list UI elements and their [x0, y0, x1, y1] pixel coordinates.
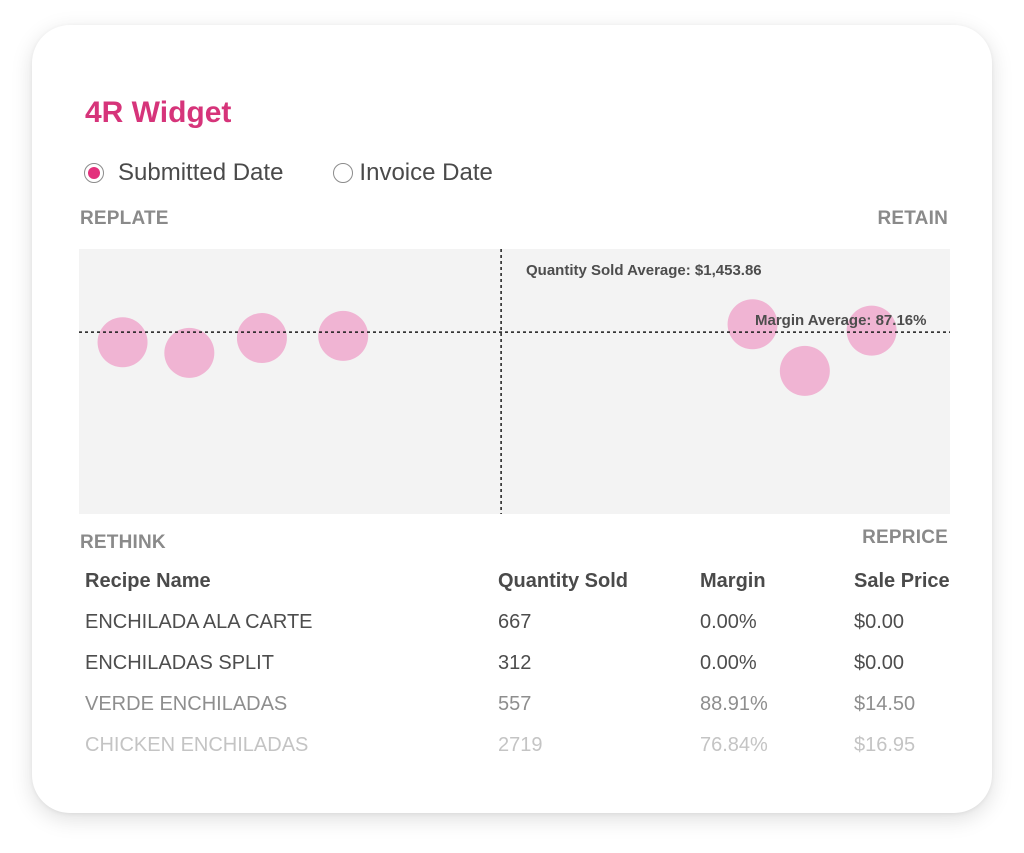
quantity-sold-cell: 312 [498, 652, 532, 674]
sale-price-cell: $16.95 [854, 734, 916, 756]
quantity-sold-cell: 2719 [498, 734, 543, 756]
quantity-sold-cell: 557 [498, 693, 532, 715]
recipe-name-cell: CHICKEN ENCHILADAS [85, 734, 309, 756]
recipes-table: Recipe Name Quantity Sold Margin Sale Pr… [79, 560, 960, 766]
widget-card: 4R Widget Submitted Date Invoice Date RE… [32, 25, 992, 813]
quantity-average-label: Quantity Sold Average: $1,453.86 [526, 262, 762, 279]
quadrant-replate-label: REPLATE [80, 208, 169, 229]
scatter-point-6[interactable] [779, 345, 830, 396]
scatter-point-7[interactable] [846, 305, 897, 356]
recipe-name-cell: VERDE ENCHILADAS [85, 693, 288, 715]
recipe-name-cell: ENCHILADAS SPLIT [85, 652, 274, 674]
quadrant-reprice-label: REPRICE [862, 527, 948, 548]
scatter-point-5[interactable] [727, 299, 778, 350]
scatter-point-3[interactable] [236, 313, 287, 364]
sale-price-cell: $0.00 [854, 652, 905, 674]
scatter-plot [79, 249, 950, 514]
table-row[interactable]: ENCHILADAS SPLIT 312 0.00% $0.00 [79, 643, 960, 684]
widget-title: 4R Widget [85, 96, 232, 129]
quadrant-rethink-label: RETHINK [80, 532, 166, 553]
radio-selected-icon [84, 163, 104, 183]
sale-price-cell: $0.00 [854, 611, 905, 633]
margin-average-label: Margin Average: 87.16% [755, 312, 927, 329]
quantity-sold-cell: 667 [498, 611, 532, 633]
table-row[interactable]: ENCHILADA ALA CARTE 667 0.00% $0.00 [79, 602, 960, 643]
margin-cell: 0.00% [700, 611, 757, 633]
margin-cell: 76.84% [700, 734, 768, 756]
radio-unselected-icon [333, 163, 354, 183]
scatter-point-1[interactable] [97, 317, 148, 368]
quadrant-chart: Quantity Sold Average: $1,453.86 Margin … [79, 249, 950, 514]
submitted-date-label: Submitted Date [118, 159, 284, 186]
scatter-point-2[interactable] [164, 327, 215, 378]
invoice-date-radio[interactable]: Invoice Date [333, 159, 493, 187]
table-row[interactable]: CHICKEN ENCHILADAS 2719 76.84% $16.95 [79, 725, 960, 766]
margin-cell: 88.91% [700, 693, 768, 715]
invoice-date-label: Invoice Date [359, 159, 493, 186]
sale-price-header[interactable]: Sale Price [854, 569, 950, 592]
table-row[interactable]: VERDE ENCHILADAS 557 88.91% $14.50 [79, 684, 960, 725]
margin-cell: 0.00% [700, 652, 757, 674]
submitted-date-radio[interactable]: Submitted Date [84, 159, 283, 187]
table-header-row: Recipe Name Quantity Sold Margin Sale Pr… [79, 560, 960, 602]
date-filter: Submitted Date Invoice Date [84, 159, 493, 187]
scatter-point-4[interactable] [318, 310, 369, 361]
quantity-sold-header[interactable]: Quantity Sold [498, 569, 628, 592]
recipe-name-cell: ENCHILADA ALA CARTE [85, 611, 313, 633]
recipe-name-header[interactable]: Recipe Name [85, 569, 211, 592]
margin-header[interactable]: Margin [700, 569, 766, 592]
quadrant-retain-label: RETAIN [877, 208, 948, 229]
sale-price-cell: $14.50 [854, 693, 916, 715]
